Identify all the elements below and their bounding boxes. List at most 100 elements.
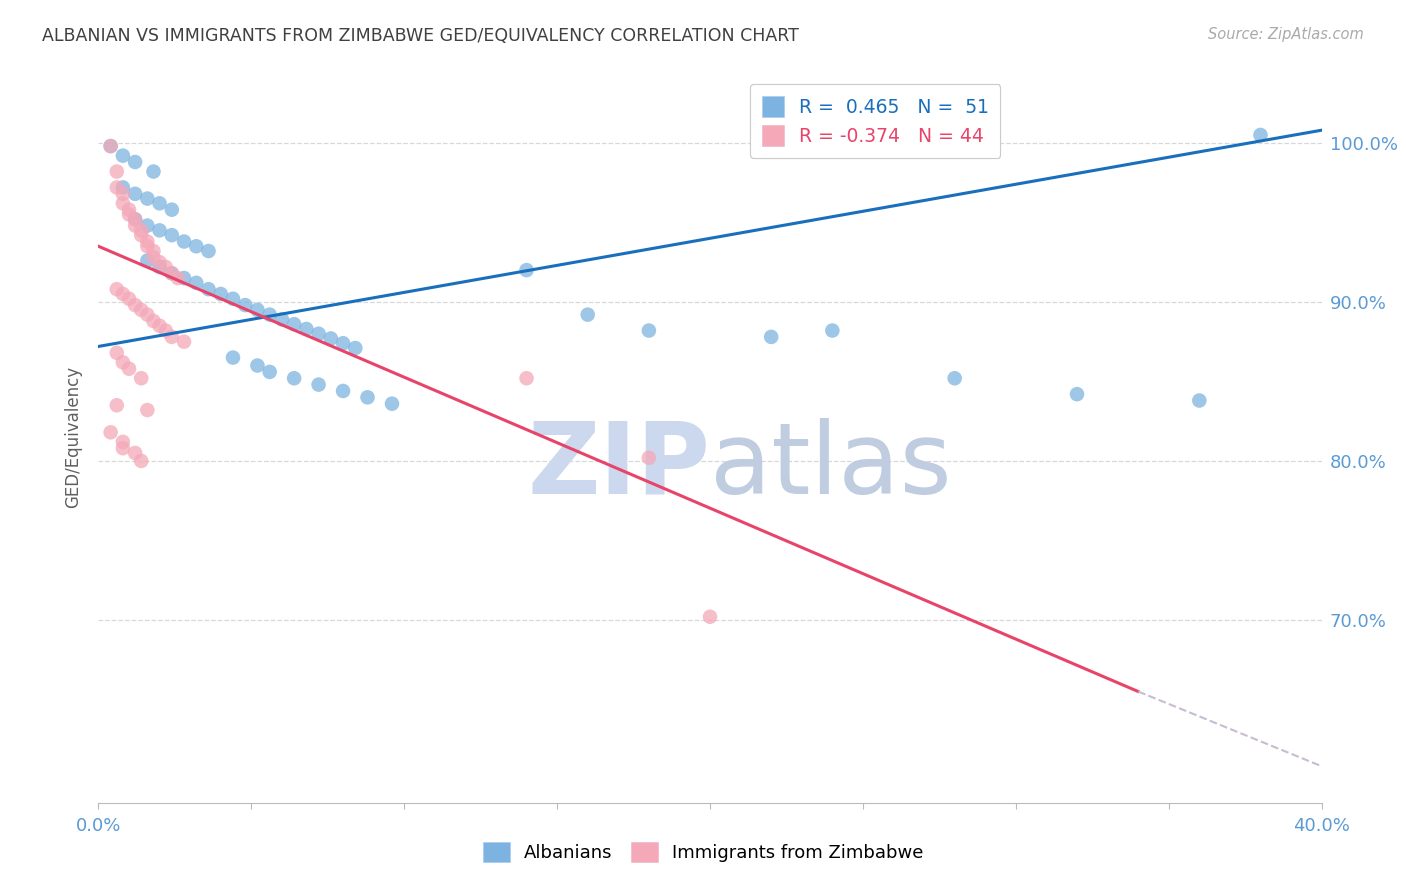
Point — [105, 164, 128, 178]
Point — [129, 454, 152, 468]
Point — [197, 244, 219, 258]
Point — [259, 365, 281, 379]
Point — [105, 282, 128, 296]
Point — [149, 196, 172, 211]
Point — [344, 341, 367, 355]
Point — [943, 371, 966, 385]
Point — [283, 371, 305, 385]
Point — [186, 276, 208, 290]
Point — [155, 324, 177, 338]
Point — [136, 235, 159, 249]
Point — [129, 228, 152, 243]
Point — [136, 253, 159, 268]
Point — [173, 235, 195, 249]
Point — [270, 312, 292, 326]
Point — [319, 331, 342, 345]
Point — [111, 196, 134, 211]
Point — [197, 282, 219, 296]
Point — [356, 390, 378, 404]
Point — [759, 330, 782, 344]
Point — [246, 359, 269, 373]
Point — [222, 351, 245, 365]
Point — [699, 609, 721, 624]
Point — [124, 446, 146, 460]
Point — [105, 398, 128, 412]
Point — [100, 139, 122, 153]
Point — [105, 346, 128, 360]
Legend: R =  0.465   N =  51, R = -0.374   N = 44: R = 0.465 N = 51, R = -0.374 N = 44 — [751, 85, 1000, 158]
Point — [111, 180, 134, 194]
Point — [283, 317, 305, 331]
Point — [160, 228, 183, 243]
Point — [118, 292, 141, 306]
Point — [105, 180, 128, 194]
Point — [209, 287, 232, 301]
Point — [136, 403, 159, 417]
Point — [111, 434, 134, 449]
Point — [1066, 387, 1088, 401]
Point — [155, 260, 177, 274]
Point — [516, 371, 538, 385]
Point — [136, 219, 159, 233]
Point — [142, 164, 165, 178]
Point — [1249, 128, 1271, 142]
Point — [118, 202, 141, 217]
Point — [124, 298, 146, 312]
Text: ZIP: ZIP — [527, 417, 710, 515]
Point — [821, 324, 844, 338]
Point — [332, 336, 354, 351]
Point — [142, 244, 165, 258]
Point — [167, 271, 190, 285]
Point — [111, 186, 134, 201]
Point — [149, 223, 172, 237]
Point — [246, 302, 269, 317]
Point — [111, 287, 134, 301]
Point — [142, 251, 165, 265]
Point — [576, 308, 599, 322]
Point — [173, 271, 195, 285]
Point — [173, 334, 195, 349]
Point — [100, 425, 122, 440]
Point — [124, 155, 146, 169]
Point — [149, 255, 172, 269]
Point — [308, 326, 330, 341]
Point — [149, 260, 172, 274]
Point — [136, 239, 159, 253]
Text: atlas: atlas — [710, 417, 952, 515]
Point — [295, 322, 318, 336]
Point — [160, 330, 183, 344]
Point — [308, 377, 330, 392]
Point — [136, 308, 159, 322]
Point — [186, 239, 208, 253]
Point — [129, 371, 152, 385]
Point — [118, 361, 141, 376]
Point — [111, 441, 134, 455]
Point — [332, 384, 354, 398]
Point — [160, 202, 183, 217]
Point — [136, 192, 159, 206]
Point — [149, 318, 172, 333]
Point — [142, 314, 165, 328]
Point — [111, 148, 134, 162]
Point — [381, 397, 404, 411]
Point — [637, 324, 661, 338]
Point — [124, 212, 146, 227]
Point — [160, 266, 183, 280]
Point — [118, 207, 141, 221]
Point — [637, 450, 661, 465]
Point — [516, 263, 538, 277]
Point — [129, 223, 152, 237]
Point — [160, 266, 183, 280]
Legend: Albanians, Immigrants from Zimbabwe: Albanians, Immigrants from Zimbabwe — [475, 834, 931, 870]
Point — [233, 298, 256, 312]
Point — [111, 355, 134, 369]
Point — [259, 308, 281, 322]
Y-axis label: GED/Equivalency: GED/Equivalency — [65, 366, 83, 508]
Point — [222, 292, 245, 306]
Text: Source: ZipAtlas.com: Source: ZipAtlas.com — [1208, 27, 1364, 42]
Point — [129, 302, 152, 317]
Point — [124, 186, 146, 201]
Point — [100, 139, 122, 153]
Point — [124, 219, 146, 233]
Point — [1188, 393, 1211, 408]
